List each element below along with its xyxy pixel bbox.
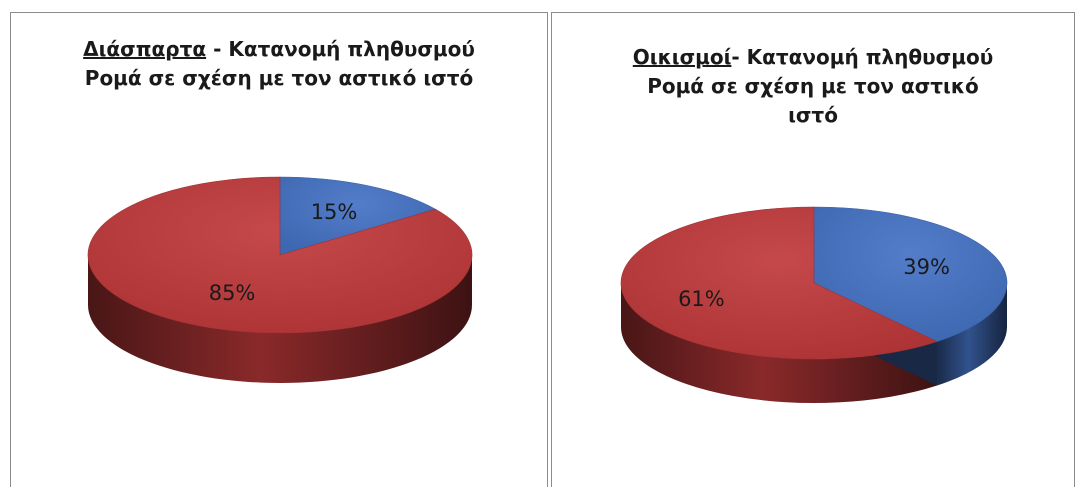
pie-side-walls xyxy=(88,255,472,383)
chart-title: Διάσπαρτα - Κατανομή πληθυσμού Ρομά σε σ… xyxy=(11,35,547,93)
chart-title-highlight: Οικισμοί xyxy=(632,45,732,69)
pie-data-label: 39% xyxy=(903,255,950,279)
chart-title: Οικισμοί- Κατανομή πληθυσμού Ρομά σε σχέ… xyxy=(552,43,1074,130)
chart-title-line2: Ρομά σε σχέση με τον αστικό ιστό xyxy=(647,74,979,127)
chart-title-rest: - Κατανομή πληθυσμού xyxy=(206,37,475,61)
pie-chart: 39% 61% xyxy=(620,206,1008,403)
pie-data-label: 61% xyxy=(678,287,725,311)
chart-title-rest: - Κατανομή πληθυσμού xyxy=(731,45,994,69)
chart-panel-diasparta: Διάσπαρτα - Κατανομή πληθυσμού Ρομά σε σ… xyxy=(10,12,548,487)
pie-data-label: 85% xyxy=(209,281,256,305)
pie-top xyxy=(87,176,473,334)
pie-slice-61% xyxy=(620,206,938,360)
pie-slice-side xyxy=(621,283,938,403)
pie-data-label: 15% xyxy=(311,200,358,224)
pie-slice-side xyxy=(88,255,472,383)
chart-title-line2: Ρομά σε σχέση με τον αστικό ιστό xyxy=(84,66,474,90)
chart-title-highlight: Διάσπαρτα xyxy=(83,37,207,61)
pie-slice-side xyxy=(937,283,1007,386)
pie-slice-15% xyxy=(279,176,437,256)
pie-slice-85% xyxy=(87,176,473,334)
chart-panel-oikismoi: Οικισμοί- Κατανομή πληθυσμού Ρομά σε σχέ… xyxy=(551,12,1075,487)
pie-slice-39% xyxy=(813,206,1008,342)
pie-top xyxy=(620,206,1008,360)
pie-chart: 15% 85% xyxy=(87,176,473,383)
